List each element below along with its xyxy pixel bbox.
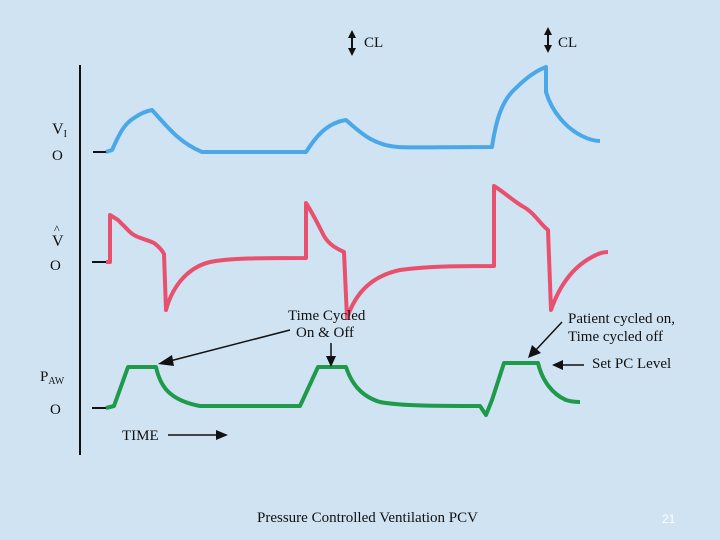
flow-waveform (106, 184, 609, 320)
flow-hat: ^ (54, 222, 60, 236)
set-pc-level-arrowhead (552, 360, 563, 370)
slide-caption: Pressure Controlled Ventilation PCV (257, 510, 478, 526)
time-cycled-arrowhead-diagonal (158, 355, 174, 366)
volume-waveform (105, 65, 601, 154)
vi-axis-label: VI (52, 121, 67, 140)
patient-cycled-arrow (533, 321, 563, 353)
slide-number: 21 (662, 512, 676, 526)
cl-marker-left: CL (348, 30, 383, 56)
set-pc-level-label: Set PC Level (592, 356, 671, 372)
pressure-waveform (105, 361, 581, 417)
zero-label-volume: O (52, 148, 63, 164)
time-cycled-arrowhead-down (326, 356, 336, 367)
time-cycled-label-line1: Time Cycled (288, 308, 366, 324)
flow-axis-label: V (52, 233, 64, 250)
time-axis-label: TIME (122, 428, 159, 444)
patient-cycled-label-line1: Patient cycled on, (568, 311, 675, 327)
paw-axis-label: PAW (40, 369, 65, 387)
time-axis-arrowhead (216, 430, 228, 440)
cl-marker-right: CL (544, 27, 577, 53)
vi-label-sub: I (64, 129, 67, 140)
patient-cycled-arrowhead (528, 345, 541, 358)
time-cycled-arrow-diagonal (165, 329, 291, 363)
time-cycled-label-line2: On & Off (296, 325, 354, 341)
paw-label-sub: AW (48, 376, 64, 387)
patient-cycled-label-line2: Time cycled off (568, 329, 663, 345)
zero-label-pressure: O (50, 402, 61, 418)
vi-label-main: V (52, 121, 64, 138)
cl-label-left: CL (364, 35, 383, 51)
cl-label-right: CL (558, 35, 577, 51)
zero-label-flow: O (50, 258, 61, 274)
paw-label-main: P (40, 369, 48, 385)
